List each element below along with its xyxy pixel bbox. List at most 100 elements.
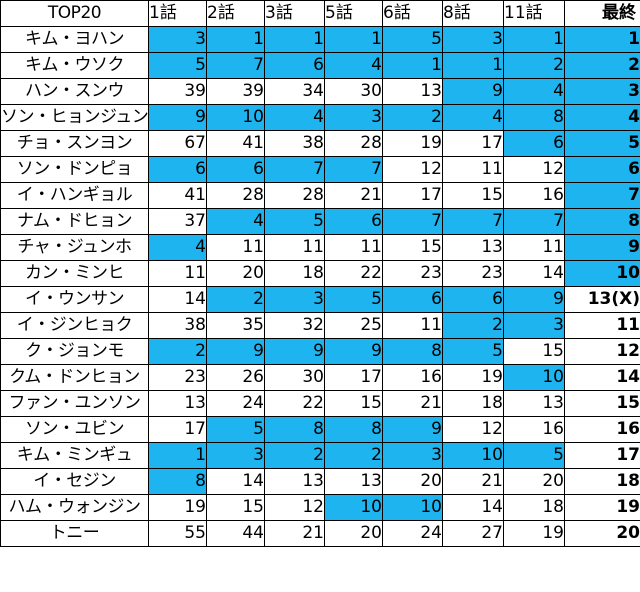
rank-cell: 24 — [206, 390, 265, 417]
rank-cell: 15 — [442, 182, 504, 209]
rank-cell: 2 — [442, 312, 504, 339]
member-name: ファン・ユンソン — [0, 390, 149, 417]
member-name: キム・ミンギュ — [0, 442, 149, 469]
rank-cell: 2 — [206, 286, 265, 313]
rank-cell: 28 — [206, 182, 265, 209]
rank-cell: 35 — [206, 312, 265, 339]
rank-cell: 8 — [148, 468, 207, 495]
rank-cell: 39 — [206, 78, 265, 105]
rank-cell: 3 — [442, 26, 504, 53]
rank-cell: 21 — [442, 468, 504, 495]
member-name: ソン・ユビン — [0, 416, 149, 443]
rank-cell: 4 — [264, 104, 325, 131]
rank-cell: 15 — [503, 338, 565, 365]
rank-cell: 27 — [442, 520, 504, 547]
rank-cell: 6 — [148, 156, 207, 183]
rank-cell: 12 — [503, 156, 565, 183]
rank-cell: 28 — [324, 130, 383, 157]
rank-cell: 4 — [148, 234, 207, 261]
header-row: TOP20 1話 2話 3話 5話 6話 8話 11話 最終 — [0, 0, 640, 27]
final-rank-cell: 19 — [564, 494, 640, 521]
rank-cell: 6 — [206, 156, 265, 183]
final-rank-cell: 20 — [564, 520, 640, 547]
rank-cell: 6 — [503, 130, 565, 157]
header-title: TOP20 — [0, 0, 149, 27]
rank-cell: 18 — [264, 260, 325, 287]
rank-cell: 21 — [264, 520, 325, 547]
final-rank-cell: 18 — [564, 468, 640, 495]
rank-cell: 16 — [503, 416, 565, 443]
rank-cell: 6 — [264, 52, 325, 79]
rank-cell: 5 — [442, 338, 504, 365]
table-row: ハン・スンウ 39 39 34 30 13 9 4 3 — [0, 78, 640, 105]
rank-cell: 19 — [148, 494, 207, 521]
rank-cell: 3 — [148, 26, 207, 53]
rank-cell: 8 — [264, 416, 325, 443]
rank-cell: 12 — [442, 416, 504, 443]
table-row: キム・ウソク 5 7 6 4 1 1 2 2 — [0, 52, 640, 79]
rank-cell: 20 — [206, 260, 265, 287]
rank-cell: 10 — [206, 104, 265, 131]
rank-cell: 9 — [264, 338, 325, 365]
header-round: 11話 — [503, 0, 565, 27]
rank-cell: 23 — [382, 260, 443, 287]
rank-cell: 11 — [503, 234, 565, 261]
rank-cell: 13 — [382, 78, 443, 105]
rank-cell: 6 — [324, 208, 383, 235]
rank-cell: 4 — [503, 78, 565, 105]
member-name: キム・ウソク — [0, 52, 149, 79]
rank-cell: 10 — [324, 494, 383, 521]
rank-cell: 7 — [206, 52, 265, 79]
rank-cell: 20 — [382, 468, 443, 495]
header-round: 1話 — [148, 0, 207, 27]
rank-cell: 8 — [382, 338, 443, 365]
rank-cell: 9 — [442, 78, 504, 105]
rank-cell: 20 — [324, 520, 383, 547]
rank-cell: 16 — [382, 364, 443, 391]
rank-cell: 17 — [382, 182, 443, 209]
member-name: チャ・ジュンホ — [0, 234, 149, 261]
rank-cell: 7 — [442, 208, 504, 235]
rank-cell: 3 — [382, 442, 443, 469]
rank-cell: 4 — [324, 52, 383, 79]
rank-cell: 15 — [382, 234, 443, 261]
rank-cell: 28 — [264, 182, 325, 209]
rank-cell: 5 — [264, 208, 325, 235]
table-row: カン・ミンヒ 11 20 18 22 23 23 14 10 — [0, 260, 640, 287]
table-row: ナム・ドヒョン 37 4 5 6 7 7 7 8 — [0, 208, 640, 235]
rank-cell: 9 — [148, 104, 207, 131]
rank-cell: 3 — [264, 286, 325, 313]
rank-cell: 9 — [324, 338, 383, 365]
table-row: イ・セジン 8 14 13 13 20 21 20 18 — [0, 468, 640, 495]
rank-cell: 11 — [148, 260, 207, 287]
rank-cell: 6 — [442, 286, 504, 313]
rank-cell: 1 — [148, 442, 207, 469]
rank-cell: 30 — [264, 364, 325, 391]
rank-cell: 44 — [206, 520, 265, 547]
table-row: ファン・ユンソン 13 24 22 15 21 18 13 15 — [0, 390, 640, 417]
rank-cell: 25 — [324, 312, 383, 339]
rank-cell: 2 — [503, 52, 565, 79]
table-row: ハム・ウォンジン 19 15 12 10 10 14 18 19 — [0, 494, 640, 521]
rank-cell: 13 — [324, 468, 383, 495]
member-name: カン・ミンヒ — [0, 260, 149, 287]
header-round: 3話 — [264, 0, 325, 27]
final-rank-cell: 10 — [564, 260, 640, 287]
rank-cell: 38 — [264, 130, 325, 157]
table-row: トニー 55 44 21 20 24 27 19 20 — [0, 520, 640, 547]
table-row: ソン・ユビン 17 5 8 8 9 12 16 16 — [0, 416, 640, 443]
rank-cell: 11 — [382, 312, 443, 339]
member-name: トニー — [0, 520, 149, 547]
final-rank-cell: 17 — [564, 442, 640, 469]
rank-cell: 10 — [442, 442, 504, 469]
rank-cell: 32 — [264, 312, 325, 339]
rank-cell: 5 — [382, 26, 443, 53]
member-name: イ・セジン — [0, 468, 149, 495]
rank-cell: 37 — [148, 208, 207, 235]
final-rank-cell: 5 — [564, 130, 640, 157]
member-name: ハム・ウォンジン — [0, 494, 149, 521]
rank-cell: 11 — [206, 234, 265, 261]
rank-cell: 1 — [442, 52, 504, 79]
rank-cell: 19 — [503, 520, 565, 547]
rank-cell: 5 — [148, 52, 207, 79]
